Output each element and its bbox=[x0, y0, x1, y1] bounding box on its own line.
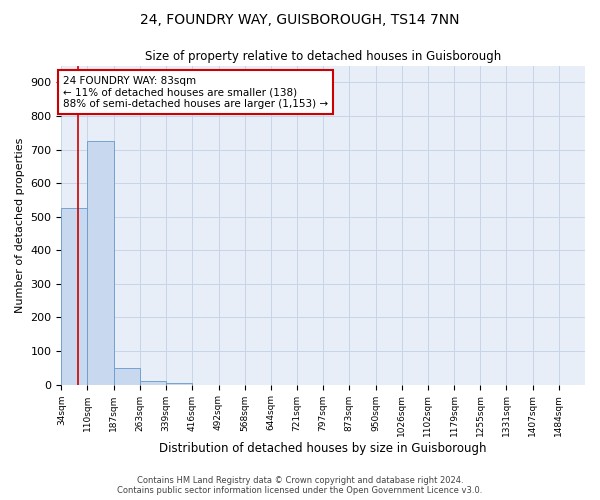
Bar bbox=[114, 368, 140, 384]
Bar bbox=[166, 383, 192, 384]
Bar bbox=[88, 141, 113, 384]
Text: 24, FOUNDRY WAY, GUISBOROUGH, TS14 7NN: 24, FOUNDRY WAY, GUISBOROUGH, TS14 7NN bbox=[140, 12, 460, 26]
Title: Size of property relative to detached houses in Guisborough: Size of property relative to detached ho… bbox=[145, 50, 502, 63]
Bar bbox=[140, 381, 166, 384]
Text: 24 FOUNDRY WAY: 83sqm
← 11% of detached houses are smaller (138)
88% of semi-det: 24 FOUNDRY WAY: 83sqm ← 11% of detached … bbox=[63, 76, 328, 109]
X-axis label: Distribution of detached houses by size in Guisborough: Distribution of detached houses by size … bbox=[160, 442, 487, 455]
Text: Contains HM Land Registry data © Crown copyright and database right 2024.
Contai: Contains HM Land Registry data © Crown c… bbox=[118, 476, 482, 495]
Y-axis label: Number of detached properties: Number of detached properties bbox=[15, 138, 25, 313]
Bar bbox=[61, 208, 88, 384]
